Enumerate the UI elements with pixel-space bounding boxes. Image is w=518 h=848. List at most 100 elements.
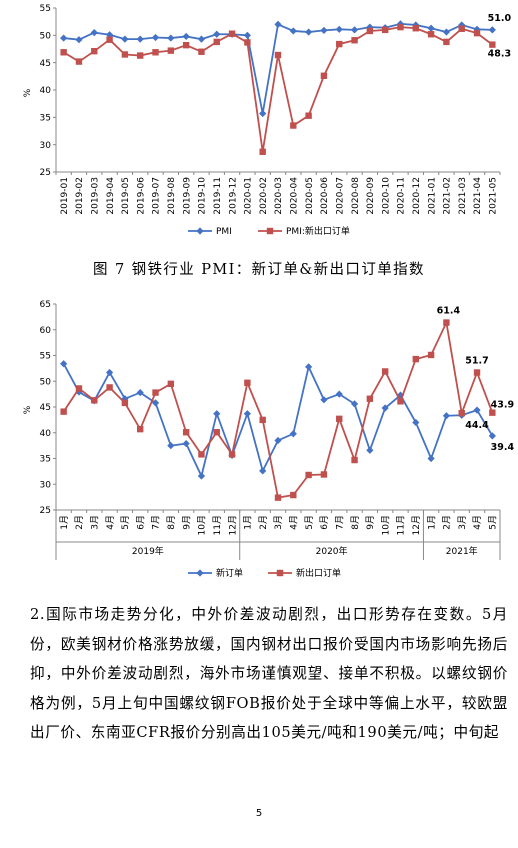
series-1-point [396, 20, 405, 28]
legend-label: PMI:新出口订单 [286, 225, 350, 237]
legend-label: 新订单 [216, 567, 243, 579]
series-1-point [289, 430, 297, 438]
x-tick-label: 2020-05 [305, 177, 315, 215]
x-tick-label: 2021-05 [489, 177, 499, 215]
x-tick-label: 2019-03 [90, 177, 100, 215]
x-tick-label: 2019-08 [167, 177, 177, 215]
x-tick-label: 7月 [334, 515, 345, 530]
x-tick-label: 3月 [273, 515, 284, 530]
series-2-point [412, 25, 419, 32]
series-2-point [228, 451, 236, 458]
series-2-point [305, 112, 312, 119]
series-2-point [91, 397, 98, 404]
series-2-point [152, 49, 159, 56]
series-2-point [75, 58, 83, 65]
series-1-point [243, 31, 251, 39]
series-line-1 [62, 363, 494, 479]
data-label: 51.7 [465, 355, 488, 366]
x-tick-label: 2021-03 [458, 177, 468, 215]
x-tick-label: 9月 [181, 515, 192, 530]
legend-marker [196, 227, 204, 235]
series-1-point [488, 26, 496, 34]
chart-steel-pmi-new-export-orders: 25 30 35 40 45 50 55% 2019-01 2019-02 2019-03 2019… [23, 4, 512, 237]
series-2-point [443, 38, 450, 46]
series-1-point [105, 368, 114, 377]
y-tick-label: 65 [40, 300, 51, 310]
x-tick-label: 2020-02 [259, 177, 269, 215]
series-2-point [91, 47, 98, 55]
series-2-point [106, 36, 113, 43]
series-2-point [167, 380, 175, 388]
y-tick-label: 25 [40, 506, 51, 516]
series-2-point [489, 409, 496, 416]
x-tick-label: 8月 [350, 515, 361, 530]
series-2-point [182, 41, 190, 49]
x-tick-label: 2019-02 [75, 177, 85, 215]
y-tick-label: 30 [40, 141, 52, 151]
series-1-point [197, 472, 206, 480]
series-2-point [412, 355, 419, 363]
x-tick-label: 2021-01 [427, 177, 437, 215]
series-2-point [228, 30, 236, 37]
y-axis-label: % [23, 405, 33, 414]
series-2-point [152, 389, 159, 396]
x-tick-label: 2019-01 [60, 177, 70, 215]
year-group-label: 2020年 [316, 545, 348, 557]
series-2-point [182, 429, 190, 436]
series-1-point [167, 34, 175, 42]
series-1-point [320, 26, 328, 35]
series-1-point [274, 20, 282, 28]
series-2-point [60, 408, 67, 415]
y-tick-label: 55 [40, 352, 51, 362]
x-tick-label: 3月 [89, 515, 100, 530]
x-tick-label: 2020-09 [366, 177, 376, 215]
series-1-point [259, 467, 267, 475]
series-1-point [136, 35, 144, 43]
series-2-point [351, 456, 358, 464]
x-tick-label: 2020-06 [320, 177, 330, 215]
y-tick-label: 50 [40, 377, 52, 387]
data-label: 43.9 [491, 400, 514, 411]
series-1-point [396, 391, 405, 399]
series-1-point [320, 396, 328, 404]
year-group-label: 2021年 [446, 545, 478, 557]
x-tick-label: 5月 [488, 515, 499, 530]
x-tick-label: 2019-09 [182, 177, 192, 215]
figure-caption: 图 7 钢铁行业 PMI：新订单&新出口订单指数 [93, 262, 425, 278]
series-1-point [335, 25, 343, 33]
x-tick-label: 2020-03 [274, 177, 284, 215]
series-2-point [336, 40, 343, 48]
series-1-point [427, 454, 435, 463]
data-label: 61.4 [437, 306, 461, 317]
series-1-point [213, 410, 221, 418]
x-tick-label: 2020-08 [351, 177, 361, 215]
x-tick-label: 1月 [426, 515, 437, 530]
x-tick-label: 2月 [258, 515, 269, 530]
x-tick-label: 2019-04 [106, 177, 116, 215]
series-2-point [137, 425, 144, 433]
series-2-point [167, 47, 175, 54]
series-1-point [412, 418, 420, 427]
series-1-point [167, 442, 175, 450]
series-2-point [443, 319, 450, 326]
y-tick-label: 45 [40, 59, 51, 69]
series-2-point [397, 398, 404, 405]
x-tick-label: 2019-05 [121, 177, 131, 215]
series-1-point [151, 33, 160, 42]
x-tick-label: 6月 [319, 515, 330, 530]
body-paragraph: 2.国际市场走势分化，中外价差波动剧烈，出口形势存在变数。5月份，欧美钢材价格涨… [30, 606, 508, 741]
series-1-point [213, 30, 221, 38]
legend-label: 新出口订单 [296, 567, 341, 579]
series-2-point [320, 72, 328, 79]
y-tick-label: 45 [40, 403, 51, 413]
x-tick-label: 4月 [105, 515, 116, 530]
y-axis-label: % [23, 88, 33, 97]
x-tick-label: 5月 [120, 515, 131, 530]
legend-label: PMI [216, 227, 232, 237]
series-2-point [381, 368, 389, 375]
legend-marker [266, 227, 274, 235]
data-label: 51.0 [488, 13, 512, 24]
x-tick-label: 8月 [166, 515, 177, 530]
x-tick-label: 4月 [289, 515, 300, 530]
series-1-point [442, 28, 451, 36]
